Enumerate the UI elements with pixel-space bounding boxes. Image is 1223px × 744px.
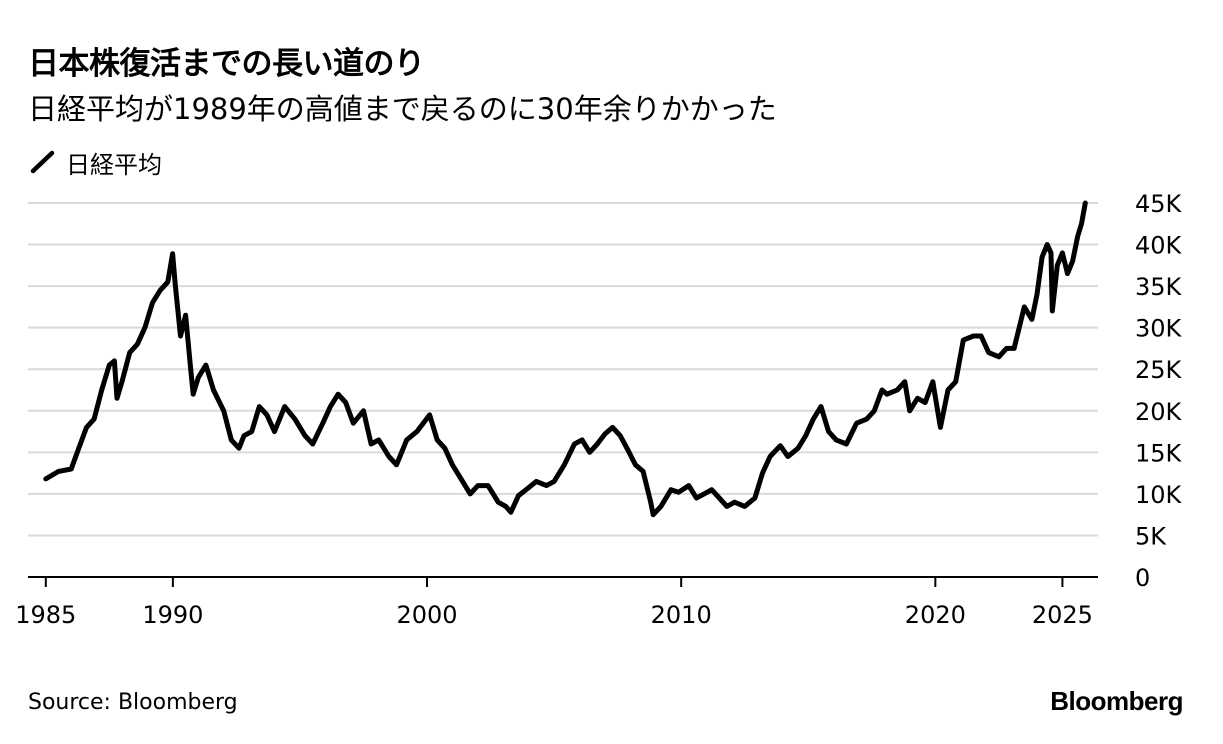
y-tick-label: 5K [1135, 522, 1167, 550]
bloomberg-logo: Bloomberg [1050, 686, 1183, 716]
x-tick-label: 1990 [142, 601, 203, 629]
y-tick-label: 35K [1135, 273, 1183, 301]
y-tick-label: 25K [1135, 356, 1183, 384]
y-tick-label: 10K [1135, 481, 1183, 509]
series-line-0 [43, 200, 1088, 518]
legend: 日経平均 [30, 148, 162, 179]
chart-title: 日本株復活までの長い道のり [28, 46, 425, 82]
x-tick-label: 1985 [15, 601, 76, 629]
x-tick-label: 2010 [651, 601, 712, 629]
y-tick-label: 15K [1135, 439, 1183, 467]
y-tick-label: 0 [1135, 564, 1150, 592]
y-tick-label: 45K [1135, 190, 1183, 218]
y-tick-label: 40K [1135, 232, 1183, 260]
x-tick-label: 2020 [905, 601, 966, 629]
legend-label-nikkei: 日経平均 [66, 150, 162, 179]
y-tick-label: 30K [1135, 315, 1183, 343]
x-tick-label: 2000 [396, 601, 457, 629]
y-tick-label: 20K [1135, 398, 1183, 426]
x-tick-label: 2025 [1032, 601, 1093, 629]
chart-subtitle: 日経平均が1989年の高値まで戻るのに30年余りかかった [28, 92, 777, 126]
source-note: Source: Bloomberg [28, 690, 238, 715]
line-swatch-icon [30, 150, 55, 174]
